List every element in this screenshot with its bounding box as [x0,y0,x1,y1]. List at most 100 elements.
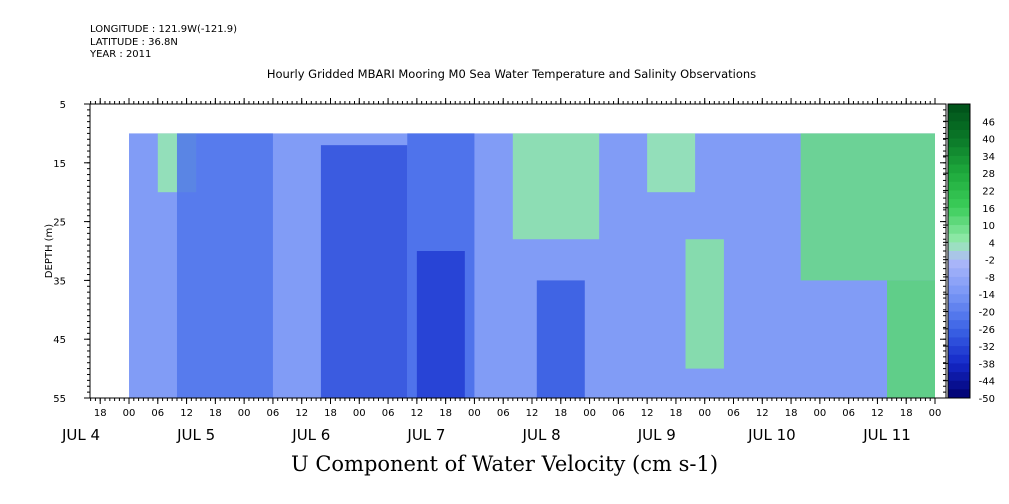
colorbar-band [948,138,970,148]
colorbar-band [948,121,970,131]
colorbar-band [948,311,970,321]
colorbar-band [948,199,970,209]
colorbar-label: -32 [979,342,995,353]
y-tick-label: 25 [53,218,66,229]
colorbar-band [948,389,970,399]
x-tick-label: 00 [929,408,942,419]
colorbar-band [948,380,970,390]
x-tick-label: 18 [554,408,567,419]
colorbar-band [948,302,970,313]
x-day-label: JUL 7 [406,426,445,444]
colorbar-band [948,363,970,373]
colorbar-band [948,320,970,330]
colorbar-band [948,346,970,356]
colorbar-band [948,164,970,174]
velocity-field-patch [887,280,935,398]
colorbar-band [948,147,970,157]
x-day-label: JUL 4 [61,426,100,444]
colorbar-label: 40 [982,135,995,146]
y-tick-label: 15 [53,159,66,170]
y-tick-label: 5 [60,100,66,111]
colorbar-band [948,354,970,364]
colorbar-label: -26 [979,325,995,336]
x-tick-label: 12 [180,408,193,419]
x-day-label: JUL 11 [862,426,911,444]
x-day-label: JUL 10 [747,426,796,444]
x-tick-label: 06 [842,408,855,419]
x-tick-label: 12 [295,408,308,419]
colorbar-band [948,276,970,287]
chart-title: Hourly Gridded MBARI Mooring M0 Sea Wate… [266,67,757,81]
colorbar-frame [947,103,971,399]
colorbar-label: 22 [982,186,995,197]
longitude-label: LONGITUDE : 121.9W(-121.9) [90,24,237,35]
colorbar-label: -2 [985,256,995,267]
x-tick-label: 00 [813,408,826,419]
velocity-field-patch [176,133,273,398]
x-day-label: JUL 6 [291,426,330,444]
colorbar-label: -50 [979,394,995,405]
x-day-label: JUL 8 [522,426,561,444]
velocity-field-patch [800,133,935,281]
colorbar-band [948,190,970,200]
x-tick-label: 00 [123,408,136,419]
x-tick-label: 00 [583,408,596,419]
x-tick-label: 18 [94,408,107,419]
colorbar-label: 16 [982,204,995,215]
colorbar-band [948,225,970,235]
x-tick-label: 06 [382,408,395,419]
x-day-label: JUL 9 [637,426,676,444]
colorbar-band [948,337,970,347]
y-tick-label: 35 [53,276,66,287]
colorbar-label: -38 [979,359,995,370]
velocity-field-patch [647,133,696,193]
colorbar-band [948,173,970,183]
x-tick-label: 12 [410,408,423,419]
colorbar-label: 34 [982,152,995,163]
colorbar-band [948,129,970,140]
x-tick-label: 00 [238,408,251,419]
colorbar-label: 46 [982,117,995,128]
velocity-field-patch [416,251,465,398]
colorbar-band [948,259,970,269]
colorbar-band [948,233,970,243]
colorbar-label: -44 [979,377,995,388]
colorbar-band [948,207,970,217]
location-metadata: LONGITUDE : 121.9W(-121.9) LATITUDE : 36… [90,24,237,62]
colorbar-band [948,328,970,338]
x-tick-label: 00 [353,408,366,419]
year-label: YEAR : 2011 [90,49,152,60]
colorbar-label: 28 [982,169,995,180]
colorbar-band [948,285,970,295]
x-tick-label: 18 [209,408,222,419]
colorbar-band [948,242,970,252]
x-tick-label: 18 [324,408,337,419]
x-tick-label: 12 [641,408,654,419]
x-tick-label: 12 [871,408,884,419]
colorbar-band [948,251,970,261]
x-tick-label: 06 [612,408,625,419]
colorbar-band [948,181,970,191]
latitude-label: LATITUDE : 36.8N [90,36,178,48]
chart-footer-title: U Component of Water Velocity (cm s-1) [290,452,719,476]
x-tick-label: 12 [526,408,539,419]
x-tick-label: 18 [670,408,683,419]
velocity-field-patch [685,239,724,369]
x-tick-label: 12 [756,408,769,419]
x-tick-label: 18 [785,408,798,419]
colorbar-band [948,268,970,278]
x-tick-label: 06 [267,408,280,419]
y-tick-label: 45 [53,335,66,346]
colorbar-band [948,104,970,114]
y-tick-label: 55 [53,394,66,405]
velocity-field-patch [536,280,585,398]
colorbar-band [948,294,970,304]
colorbar-band [948,112,970,122]
colorbar-band [948,155,970,166]
y-axis-label: DEPTH (m) [44,224,55,278]
velocity-field-patch [512,133,600,240]
colorbar-label: 10 [982,221,995,232]
x-tick-label: 06 [151,408,164,419]
colorbar-label: -14 [979,290,995,301]
